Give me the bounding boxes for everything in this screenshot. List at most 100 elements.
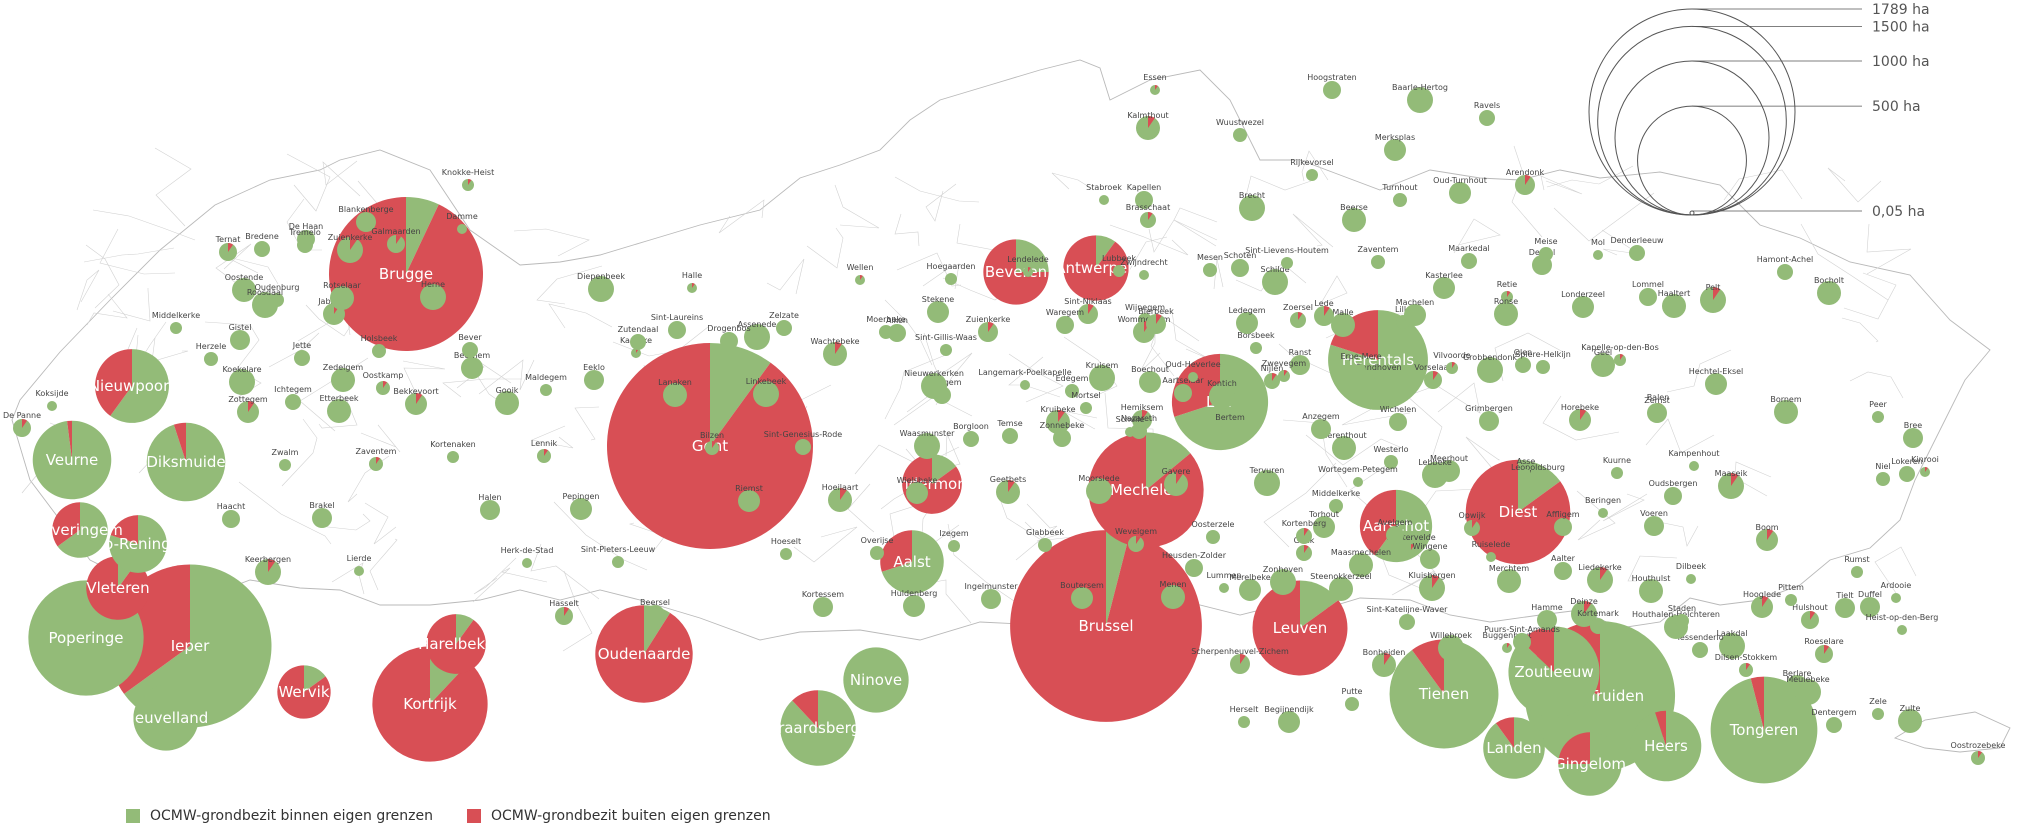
pie-label: Ninove <box>850 671 902 689</box>
municipal-border <box>369 538 398 591</box>
small-muni: Diepenbeek <box>577 272 625 302</box>
small-pie <box>1521 469 1531 479</box>
small-muni: Staden <box>1668 604 1696 628</box>
small-muni: Buggenhout <box>1483 631 1531 653</box>
pie-slice-outside <box>1330 310 1378 360</box>
pie-aarschot: Aarschot <box>1359 489 1433 563</box>
small-pie <box>1353 477 1363 487</box>
pie-slice-inside <box>133 685 199 751</box>
small-pie <box>462 342 478 358</box>
small-muni-label: Westerlo <box>1374 445 1409 454</box>
small-muni: Ruiselede <box>1472 540 1510 562</box>
small-muni: Machelen <box>1396 298 1434 326</box>
pie-slice-inside <box>881 530 944 594</box>
scale-label: 1500 ha <box>1872 19 1930 35</box>
small-pie <box>1188 372 1198 382</box>
legend-swatch-inside <box>126 809 140 823</box>
pie-slice-inside <box>304 665 326 692</box>
pie-label: Wervik <box>278 683 329 701</box>
small-pie-outside <box>1284 370 1288 376</box>
small-muni-label: Meerhout <box>1430 454 1468 463</box>
small-pie-outside <box>1432 574 1440 588</box>
small-muni-label: Overijse <box>861 536 894 545</box>
small-pie <box>813 597 833 617</box>
small-pie <box>232 278 256 302</box>
small-muni: Grimbergen <box>1465 404 1513 431</box>
small-pie-outside <box>1580 409 1587 420</box>
small-muni-label: Arendonk <box>1506 168 1545 177</box>
small-muni-label: Asse <box>1517 457 1536 466</box>
small-pie <box>1386 526 1404 544</box>
pie-slice-outside <box>1252 580 1348 676</box>
municipal-border <box>83 247 175 263</box>
municipal-border <box>1465 436 1500 469</box>
small-pie <box>1785 594 1797 606</box>
small-muni: Bonheiden <box>1363 648 1405 677</box>
pie-gingelom: Gingelom <box>1554 732 1626 796</box>
small-muni: Lendelede <box>1007 255 1049 277</box>
small-muni-label: Malle <box>1332 308 1353 317</box>
pie-aalst: Aalst <box>880 530 944 594</box>
municipal-border <box>154 147 192 227</box>
small-muni-label: Wuustwezel <box>1216 118 1264 127</box>
small-muni: Stekene <box>922 295 954 323</box>
small-pie-outside <box>1304 528 1309 536</box>
small-muni: Heist-op-den-Berg <box>1866 613 1938 635</box>
small-muni: Oostende <box>225 273 263 302</box>
pie-label: Tongeren <box>1729 721 1799 739</box>
small-muni-label: Dilbeek <box>1676 562 1707 571</box>
small-muni-label: Oudsbergen <box>1649 479 1698 488</box>
small-pie <box>645 605 665 625</box>
pie-label: Heers <box>1644 737 1688 755</box>
small-muni-label: Lille <box>1395 305 1411 314</box>
small-muni: Sint-Laureins <box>651 313 703 339</box>
small-muni: Zandhoven <box>1356 363 1402 385</box>
municipal-border <box>268 332 320 368</box>
small-muni-label: Borgloon <box>953 422 989 431</box>
small-muni-label: Merksplas <box>1375 133 1415 142</box>
small-muni-label: Bocholt <box>1814 276 1844 285</box>
small-pie-outside <box>1731 473 1739 486</box>
municipal-border <box>1008 353 1064 403</box>
small-muni-label: Meise <box>1534 237 1557 246</box>
small-muni-label: Lennik <box>531 439 558 448</box>
small-muni: Laakdal <box>1716 629 1748 659</box>
small-muni-label: Oostkamp <box>363 371 404 380</box>
small-muni-label: Sint-Pieters-Leeuw <box>581 545 656 554</box>
small-muni: Zottegem <box>228 395 268 423</box>
small-pie <box>1349 553 1373 577</box>
municipal-border <box>847 483 875 533</box>
municipal-border <box>76 269 100 311</box>
pie-label: Vleteren <box>86 579 149 597</box>
small-pie <box>948 540 960 552</box>
small-muni-label: Kinrooi <box>1911 455 1939 464</box>
small-muni: Avelgem <box>1378 518 1413 544</box>
small-muni: Opwijk <box>1459 511 1486 536</box>
small-muni: Middelkerke <box>152 311 200 334</box>
pie-slice-outside <box>1411 639 1444 694</box>
small-muni-label: Koekelare <box>222 365 261 374</box>
small-muni-label: Hemiksem <box>1121 403 1164 412</box>
small-muni: Dentergem <box>1811 708 1857 733</box>
municipal-border <box>1553 192 1655 242</box>
small-muni-label: Keerbergen <box>245 555 291 564</box>
small-muni-label: Roosdaal <box>247 288 283 297</box>
small-muni: Lubbeek <box>1102 254 1136 277</box>
small-muni: Ardooie <box>1881 581 1911 603</box>
small-muni: Hoogstraten <box>1307 73 1357 99</box>
municipal-border <box>478 359 535 395</box>
pie-slice-outside <box>1750 676 1764 730</box>
small-muni-label: Willebroek <box>1430 631 1472 640</box>
small-pie <box>1139 371 1161 393</box>
municipal-border <box>92 209 196 241</box>
small-pie <box>1835 598 1855 618</box>
small-muni: Waasmunster <box>900 429 955 459</box>
small-muni: Hoeilaart <box>822 483 858 512</box>
small-muni-label: Affligem <box>1546 510 1579 519</box>
small-muni-label: Bornem <box>1770 395 1802 404</box>
pie-label: Diksmuide <box>146 453 225 471</box>
municipal-border <box>1576 490 1616 541</box>
small-muni: Herenthout <box>1321 431 1367 460</box>
small-muni: Willebroek <box>1430 631 1472 661</box>
small-muni: Haacht <box>217 502 245 528</box>
